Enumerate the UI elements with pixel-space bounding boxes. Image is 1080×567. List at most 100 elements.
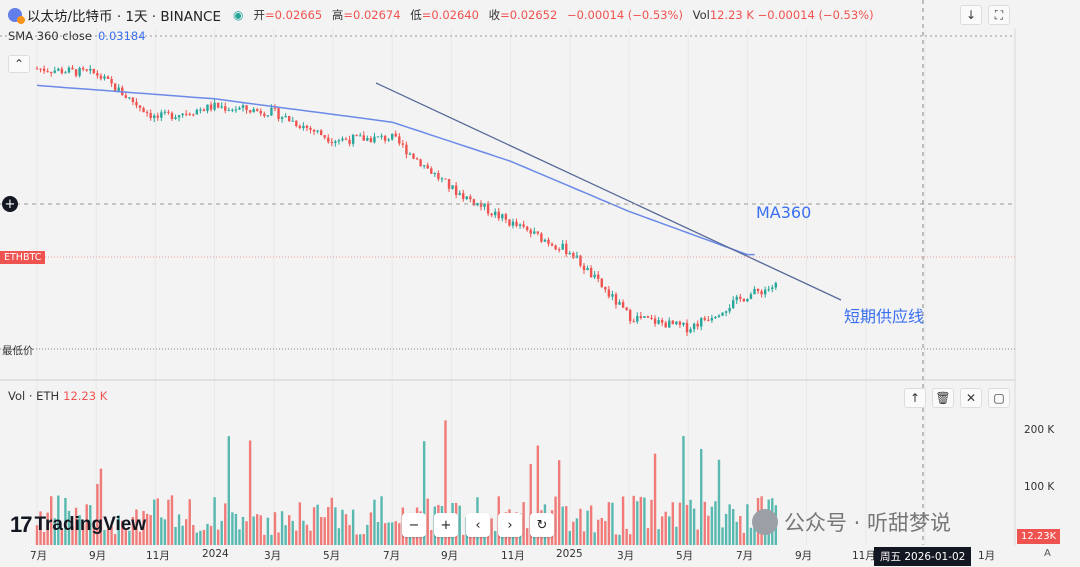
volume-bar <box>369 512 373 545</box>
wechat-watermark: 公众号 · 听甜梦说 <box>752 507 951 537</box>
candle-body <box>490 213 493 216</box>
volume-bar <box>124 528 127 545</box>
volume-bar <box>103 529 106 545</box>
maximize-pane-icon[interactable]: ▢ <box>988 388 1010 408</box>
candle-body <box>433 173 437 175</box>
volume-bar <box>582 531 586 545</box>
arrow-up-icon[interactable]: ↑ <box>904 388 926 408</box>
zoom-in-button[interactable]: + <box>434 513 458 537</box>
trash-icon[interactable]: 🗑 <box>932 388 954 408</box>
volume-bar <box>600 517 603 545</box>
volume-bar <box>639 496 643 545</box>
crosshair-plus-icon[interactable]: + <box>2 196 18 212</box>
x-label-may25: 5月 <box>676 550 694 562</box>
sma-legend[interactable]: SMA 360 close 0.03184 <box>8 29 146 43</box>
volume-name: Vol · ETH <box>8 389 60 403</box>
volume-bar <box>462 534 465 545</box>
volume-bar <box>153 499 156 545</box>
volume-bar <box>89 505 92 545</box>
candle-body <box>42 68 46 72</box>
volume-bar <box>383 523 387 545</box>
candle-body <box>657 319 660 324</box>
candle-body <box>153 115 156 119</box>
candle-body <box>447 179 451 189</box>
candle-body <box>771 287 774 290</box>
zoom-out-button[interactable]: − <box>402 513 426 537</box>
candle-body <box>739 296 742 299</box>
candle-body <box>604 287 607 290</box>
candle-body <box>454 185 458 195</box>
download-icon[interactable]: ↓ <box>960 5 982 25</box>
volume-legend[interactable]: Vol · ETH 12.23 K <box>8 389 107 403</box>
scroll-right-button[interactable]: › <box>498 513 522 537</box>
volume-bar <box>199 530 202 545</box>
volume-bar <box>664 511 667 545</box>
candle-body <box>334 141 337 144</box>
volume-axis-100k: 100 K <box>1024 481 1055 493</box>
candle-body <box>184 113 188 115</box>
letter-a-icon[interactable]: A <box>1044 548 1051 559</box>
candle-body <box>64 72 67 74</box>
scroll-left-button[interactable]: ‹ <box>466 513 490 537</box>
candle-body <box>305 125 309 128</box>
candle-body <box>614 294 618 305</box>
symbol-title[interactable]: 以太坊/比特币 · 1天 · BINANCE <box>27 9 222 25</box>
volume-bar <box>660 516 664 545</box>
candle-body <box>163 111 167 113</box>
reset-chart-button[interactable]: ↻ <box>530 513 554 537</box>
candle-body <box>103 76 106 79</box>
candle-body <box>337 140 341 142</box>
candle-body <box>117 87 120 92</box>
volume-bar <box>525 528 529 545</box>
candle-body <box>362 135 365 141</box>
volume-bar <box>319 516 323 545</box>
candle-body <box>57 68 60 71</box>
ma360-annotation: MA360 <box>756 203 812 222</box>
volume-bar <box>117 515 120 545</box>
volume-bar <box>572 521 575 545</box>
volume-bar <box>536 445 540 545</box>
open-label: 开 <box>253 8 266 22</box>
candle-body <box>387 139 390 141</box>
visibility-icon[interactable]: ◉ <box>233 8 244 22</box>
candle-body <box>199 109 202 111</box>
fullscreen-icon[interactable]: ⛶ <box>988 5 1010 25</box>
candle-body <box>717 315 721 318</box>
candle-body <box>359 135 362 137</box>
candle-body <box>668 320 671 328</box>
x-label-2024: 2024 <box>202 548 229 560</box>
volume-bar <box>163 519 167 545</box>
candle-body <box>621 302 625 308</box>
volume-bar <box>579 508 582 545</box>
volume-bar <box>67 510 71 545</box>
volume-bar <box>444 420 447 545</box>
candle-body <box>504 214 508 220</box>
volume-bar <box>224 503 227 545</box>
chevron-up-icon[interactable]: ⌃ <box>8 55 30 73</box>
volume-bar <box>273 512 277 545</box>
price-candles <box>35 65 778 337</box>
tradingview-logo[interactable]: 17 TradingView <box>10 512 146 538</box>
close-icon[interactable]: ✕ <box>960 388 982 408</box>
volume-bar <box>110 525 113 545</box>
vol-label: Vol <box>692 8 710 22</box>
short-term-supply-trendline[interactable] <box>375 82 842 301</box>
volume-bar <box>312 507 316 545</box>
low-value: =0.02640 <box>421 8 479 22</box>
candle-body <box>96 73 99 76</box>
volume-bar <box>710 506 714 545</box>
candle-body <box>270 107 273 116</box>
volume-bar <box>568 530 571 545</box>
volume-bar <box>142 510 145 545</box>
candle-body <box>227 109 231 111</box>
candle-body <box>643 316 646 318</box>
candle-body <box>767 289 770 291</box>
candle-body <box>557 249 561 251</box>
candle-body <box>35 68 39 70</box>
volume-bar <box>458 505 461 545</box>
volume-bar <box>287 515 291 545</box>
x-label-may24: 5月 <box>323 550 341 562</box>
volume-bar <box>74 507 78 545</box>
volume-bar <box>270 534 273 545</box>
